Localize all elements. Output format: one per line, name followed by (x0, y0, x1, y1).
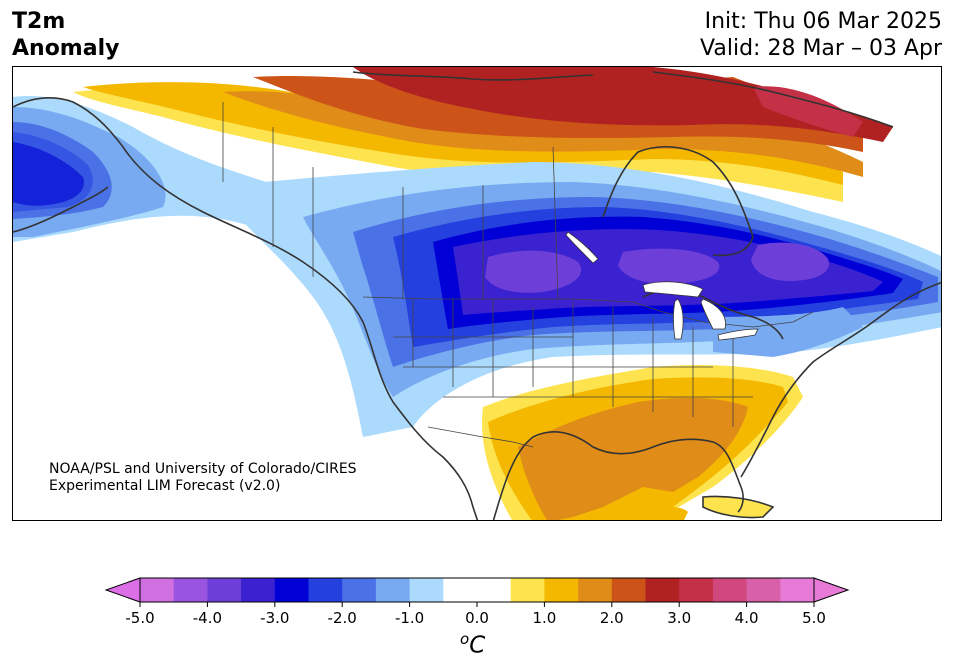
cold-band-royal-alaska (13, 132, 93, 212)
great-lakes (565, 231, 759, 341)
warm-band-yellow-cuba (703, 496, 773, 518)
colorbar: -5.0 -4.0 -3.0 -2.0 -1.0 0.0 1.0 2.0 3.0 4.0 5.0 (104, 577, 850, 627)
colorbar-bin-4 (274, 578, 309, 602)
colorbar-tick-label-5: 0.0 (465, 609, 489, 627)
colorbar-tick-label-8: 3.0 (667, 609, 691, 627)
map-canvas (13, 67, 941, 520)
arctic-islands-line (352, 71, 894, 128)
us-state-lines (393, 299, 753, 427)
mexico-border (427, 426, 534, 448)
anomaly-field (13, 67, 941, 520)
colorbar-tick-label-10: 5.0 (802, 609, 826, 627)
cold-band-violet-east (751, 242, 829, 282)
colorbar-ticks: -5.0 -4.0 -3.0 -2.0 -1.0 0.0 1.0 2.0 3.0 4.0 5.0 (125, 602, 826, 627)
colorbar-tick-label-6: 1.0 (532, 609, 556, 627)
credit-line-2: Experimental LIM Forecast (v2.0) (49, 478, 281, 494)
title-line-1: T2m (12, 9, 66, 34)
colorbar-tick-label-9: 4.0 (735, 609, 759, 627)
canada-province-lines (272, 127, 559, 300)
lake-michigan (673, 298, 684, 340)
us-canada-border (362, 296, 814, 328)
units-letter: C (469, 632, 486, 659)
init-date: Init: Thu 06 Mar 2025 (704, 9, 942, 34)
colorbar-bin-10 (510, 578, 545, 602)
warm-band-crimson-greenland (753, 86, 863, 137)
colorbar-bin-8 (409, 578, 444, 602)
warm-band-red-north (353, 67, 893, 142)
colorbar-tick-label-1: -4.0 (193, 609, 222, 627)
colorbar-tick-label-2: -3.0 (260, 609, 289, 627)
warm-band-gold-mexico-south (653, 506, 688, 520)
credit-line-1: NOAA/PSL and University of Colorado/CIRE… (49, 461, 357, 477)
valid-dates: Valid: 28 Mar – 03 Apr (700, 36, 942, 61)
colorbar-bin-12 (578, 578, 613, 602)
coastlines (13, 71, 941, 520)
colorbar-bin-17 (746, 578, 781, 602)
colorbar-bin-18 (780, 578, 815, 602)
colorbar-bin-13 (611, 578, 646, 602)
lake-huron (700, 298, 726, 330)
colorbar-bin-14 (645, 578, 680, 602)
title-line-2: Anomaly (12, 36, 120, 61)
cold-band-skyblue-east (713, 307, 863, 357)
colorbar-bin-2 (207, 578, 242, 602)
hudson-bay-line (602, 146, 754, 257)
units-label: oC (460, 630, 485, 659)
colorbar-bin-7 (375, 578, 411, 602)
colorbar-bin-5 (308, 578, 343, 602)
colorbar-bin-1 (173, 578, 208, 602)
colorbar-bin-0 (140, 578, 175, 602)
cold-band-violet-center (618, 248, 720, 285)
west-coast-line (13, 97, 479, 520)
colorbar-bin-15 (679, 578, 714, 602)
colorbar-bins (140, 578, 815, 602)
colorbar-bin-11 (544, 578, 579, 602)
cuba-line (702, 495, 775, 519)
map-title: T2m Anomaly (12, 8, 119, 62)
colorbar-bin-6 (342, 578, 377, 602)
lake-superior (642, 281, 704, 298)
colorbar-over-triangle (813, 577, 850, 603)
units-degree: o (460, 630, 470, 648)
warm-band-orange-south (518, 397, 748, 520)
east-coast-line (740, 281, 941, 478)
political-borders (222, 102, 814, 448)
gulf-coast-line (492, 431, 744, 520)
credit-text: NOAA/PSL and University of Colorado/CIRE… (49, 461, 357, 495)
lake-erie (717, 328, 759, 341)
forecast-dates: Init: Thu 06 Mar 2025 Valid: 28 Mar – 03… (700, 8, 942, 62)
alaska-line (13, 186, 109, 233)
colorbar-tick-label-4: -1.0 (395, 609, 424, 627)
colorbar-bin-3 (241, 578, 276, 602)
anomaly-map (12, 66, 942, 521)
colorbar-tick-label-3: -2.0 (328, 609, 357, 627)
colorbar-bin-9 (443, 578, 512, 602)
colorbar-under-triangle (104, 577, 141, 603)
lake-winnipeg (565, 231, 599, 264)
colorbar-tick-label-7: 2.0 (600, 609, 624, 627)
colorbar-bin-16 (712, 578, 748, 602)
colorbar-tick-label-0: -5.0 (125, 609, 154, 627)
